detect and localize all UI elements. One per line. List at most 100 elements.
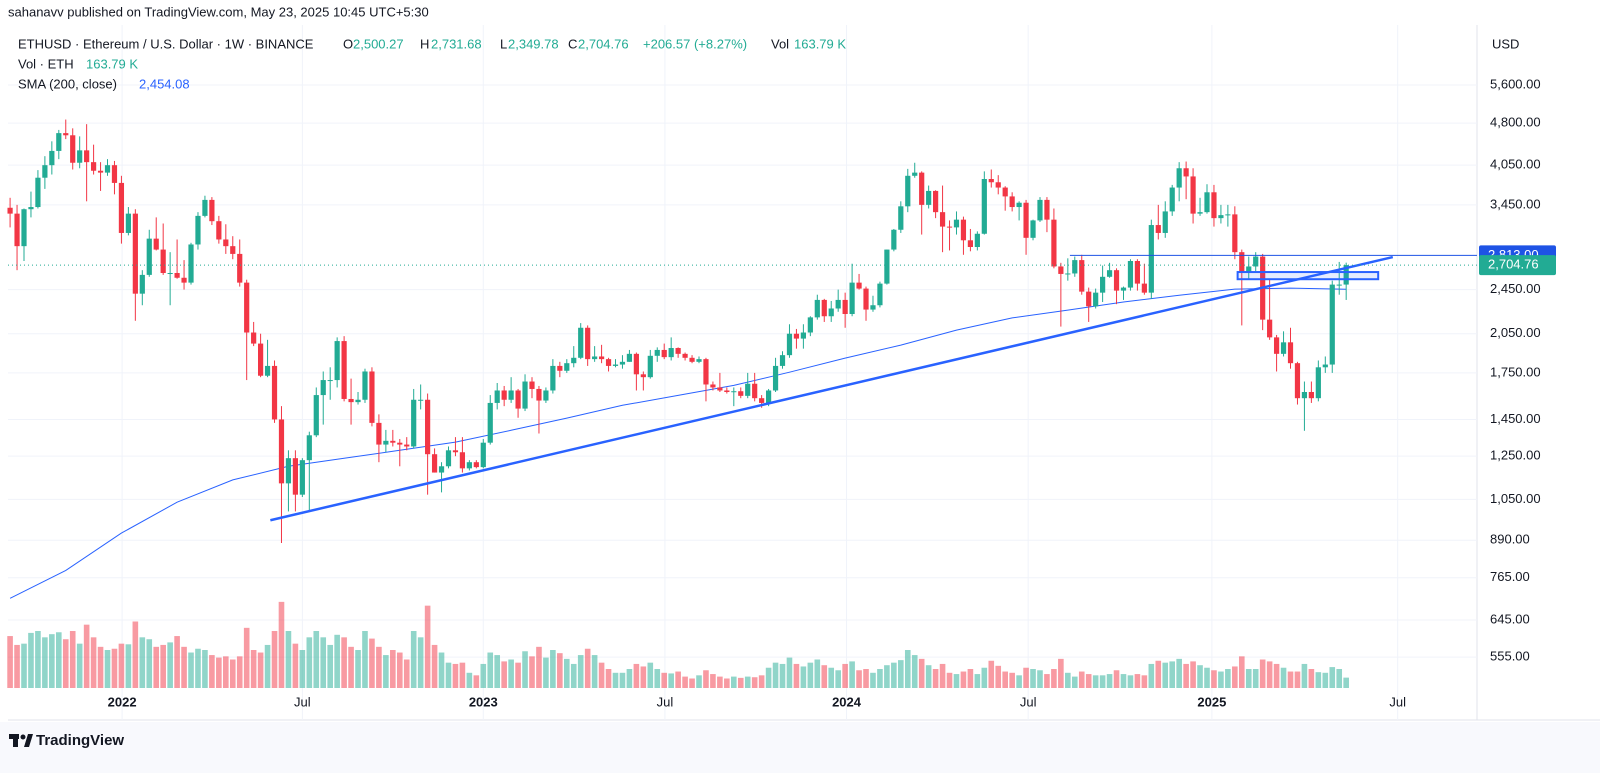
candle-body bbox=[1120, 287, 1127, 291]
candle-body bbox=[821, 299, 827, 317]
volume-bar bbox=[1287, 671, 1294, 688]
volume-bar bbox=[647, 662, 654, 688]
candle-body bbox=[724, 390, 730, 392]
volume-bar bbox=[661, 672, 668, 688]
sma-legend-value: 2,454.08 bbox=[139, 76, 190, 91]
candle-body bbox=[598, 356, 605, 360]
volume-bar bbox=[1044, 674, 1050, 688]
volume-bar bbox=[814, 659, 821, 688]
volume-bar bbox=[487, 652, 494, 688]
candle-body bbox=[814, 299, 820, 318]
candle-body bbox=[1127, 261, 1134, 288]
volume-legend: Vol · ETH bbox=[18, 56, 74, 71]
volume-bar bbox=[410, 631, 417, 688]
volume-bar bbox=[946, 672, 953, 688]
candle-body bbox=[188, 244, 194, 283]
published-line: sahanavv published on TradingView.com, M… bbox=[8, 4, 429, 19]
volume-bar bbox=[522, 651, 528, 688]
volume-bar bbox=[744, 676, 751, 688]
volume-bar bbox=[229, 659, 236, 688]
y-tick-label: 3,450.00 bbox=[1490, 196, 1541, 211]
candle-body bbox=[974, 233, 980, 248]
volume-bar bbox=[995, 665, 1002, 688]
x-tick-label: Jul bbox=[294, 694, 311, 709]
volume-bar bbox=[306, 637, 313, 688]
volume-bar bbox=[1099, 675, 1106, 688]
candle-body bbox=[445, 450, 452, 467]
candle-body bbox=[1051, 219, 1057, 267]
volume-bar bbox=[870, 672, 876, 688]
candle-body bbox=[160, 249, 166, 273]
volume-bar bbox=[1120, 674, 1127, 688]
y-tick-label: 765.00 bbox=[1490, 569, 1530, 584]
candle-body bbox=[1308, 391, 1314, 399]
candle-body bbox=[1190, 176, 1196, 214]
volume-bar bbox=[459, 662, 466, 688]
volume-bar bbox=[292, 643, 299, 688]
candle-body bbox=[306, 435, 312, 461]
volume-bar bbox=[1225, 669, 1231, 688]
volume-bar bbox=[1322, 672, 1329, 688]
candle-body bbox=[675, 348, 681, 354]
volume-bar bbox=[918, 658, 925, 688]
volume-bar bbox=[1016, 675, 1022, 688]
volume-bar bbox=[1085, 674, 1092, 688]
volume-bar bbox=[710, 674, 716, 688]
candle-body bbox=[898, 206, 904, 230]
x-tick-label: 2024 bbox=[832, 694, 862, 709]
volume-bar bbox=[807, 662, 814, 688]
volume-bar bbox=[42, 637, 48, 688]
last-price-badge-label: 2,704.76 bbox=[1488, 257, 1539, 272]
candle-body bbox=[1315, 367, 1321, 399]
volume-bar bbox=[417, 637, 424, 688]
candle-body bbox=[571, 357, 577, 364]
volume-bar bbox=[1252, 669, 1259, 688]
candle-body bbox=[863, 288, 869, 310]
candle-body bbox=[1106, 270, 1113, 277]
volume-bar bbox=[431, 644, 438, 688]
candle-body bbox=[1204, 192, 1210, 213]
candle-body bbox=[84, 150, 90, 163]
volume-bar bbox=[675, 671, 681, 688]
volume-bar bbox=[369, 638, 375, 688]
y-tick-label: 1,050.00 bbox=[1490, 491, 1541, 506]
candle-body bbox=[953, 219, 960, 228]
candle-body bbox=[7, 207, 13, 214]
volume-bar bbox=[703, 670, 709, 688]
volume-bar bbox=[146, 639, 153, 688]
volume-bar bbox=[793, 663, 800, 688]
candle-body bbox=[717, 387, 723, 391]
volume-bar bbox=[125, 644, 132, 688]
volume-bar bbox=[216, 657, 222, 688]
volume-bar bbox=[1329, 667, 1336, 688]
candle-body bbox=[223, 239, 229, 247]
volume-bar bbox=[195, 648, 201, 688]
candle-body bbox=[146, 238, 152, 275]
volume-bar bbox=[1211, 670, 1217, 688]
candle-body bbox=[1162, 211, 1168, 233]
candle-body bbox=[49, 150, 55, 166]
candle-body bbox=[1280, 342, 1287, 354]
volume-bar bbox=[577, 655, 584, 688]
ohlc-value: 2,704.76 bbox=[578, 36, 629, 51]
volume-bar bbox=[83, 624, 90, 688]
volume-bar bbox=[327, 644, 333, 688]
volume-legend-value: 163.79 K bbox=[86, 56, 138, 71]
candle-body bbox=[473, 462, 479, 468]
volume-bar bbox=[696, 675, 702, 688]
x-tick-label: 2025 bbox=[1197, 694, 1226, 709]
volume-bar bbox=[28, 632, 34, 688]
volume-bar bbox=[1078, 671, 1085, 688]
y-tick-label: 890.00 bbox=[1490, 532, 1530, 547]
volume-bar bbox=[271, 631, 278, 688]
candle-body bbox=[501, 390, 507, 400]
candle-body bbox=[278, 419, 285, 484]
candle-body bbox=[334, 341, 340, 381]
volume-bar bbox=[90, 637, 97, 688]
volume-bar bbox=[640, 666, 647, 688]
candle-body bbox=[452, 450, 459, 453]
volume-bar bbox=[480, 663, 487, 688]
candle-body bbox=[759, 398, 765, 403]
candle-body bbox=[550, 365, 556, 391]
